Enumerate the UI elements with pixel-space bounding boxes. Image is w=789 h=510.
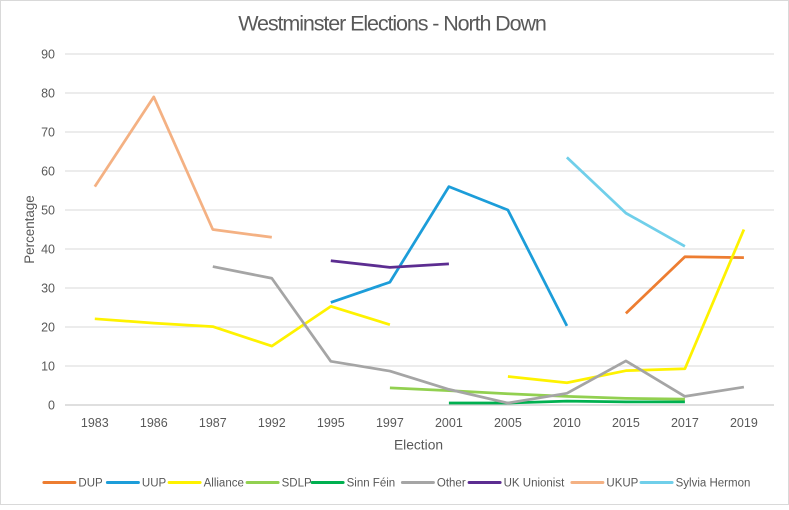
svg-text:1995: 1995 (317, 416, 345, 430)
svg-text:DUP: DUP (78, 478, 103, 490)
svg-text:Election: Election (394, 438, 443, 453)
svg-text:40: 40 (41, 243, 55, 257)
svg-text:2015: 2015 (612, 416, 640, 430)
svg-text:0: 0 (48, 399, 55, 413)
svg-text:Alliance: Alliance (204, 478, 244, 490)
svg-text:1987: 1987 (199, 416, 227, 430)
svg-text:Percentage: Percentage (22, 195, 37, 264)
svg-text:UUP: UUP (142, 478, 167, 490)
svg-text:80: 80 (41, 87, 55, 101)
svg-text:30: 30 (41, 282, 55, 296)
svg-text:Other: Other (437, 478, 466, 490)
svg-text:10: 10 (41, 360, 55, 374)
svg-text:70: 70 (41, 126, 55, 140)
svg-text:90: 90 (41, 48, 55, 62)
svg-text:Sylvia Hermon: Sylvia Hermon (676, 478, 751, 490)
svg-text:50: 50 (41, 204, 55, 218)
svg-text:1983: 1983 (81, 416, 109, 430)
svg-text:Sinn Féin: Sinn Féin (347, 478, 396, 490)
svg-text:2005: 2005 (494, 416, 522, 430)
svg-text:2001: 2001 (435, 416, 463, 430)
svg-text:1986: 1986 (140, 416, 168, 430)
svg-text:2017: 2017 (671, 416, 699, 430)
svg-text:60: 60 (41, 165, 55, 179)
svg-text:UKUP: UKUP (606, 478, 638, 490)
svg-text:1997: 1997 (376, 416, 404, 430)
svg-text:Westminster Elections - North: Westminster Elections - North Down (238, 11, 546, 35)
svg-text:UK Unionist: UK Unionist (504, 478, 566, 490)
svg-text:2010: 2010 (553, 416, 581, 430)
svg-text:2019: 2019 (730, 416, 758, 430)
svg-text:SDLP: SDLP (282, 478, 312, 490)
svg-text:1992: 1992 (258, 416, 286, 430)
svg-text:20: 20 (41, 321, 55, 335)
